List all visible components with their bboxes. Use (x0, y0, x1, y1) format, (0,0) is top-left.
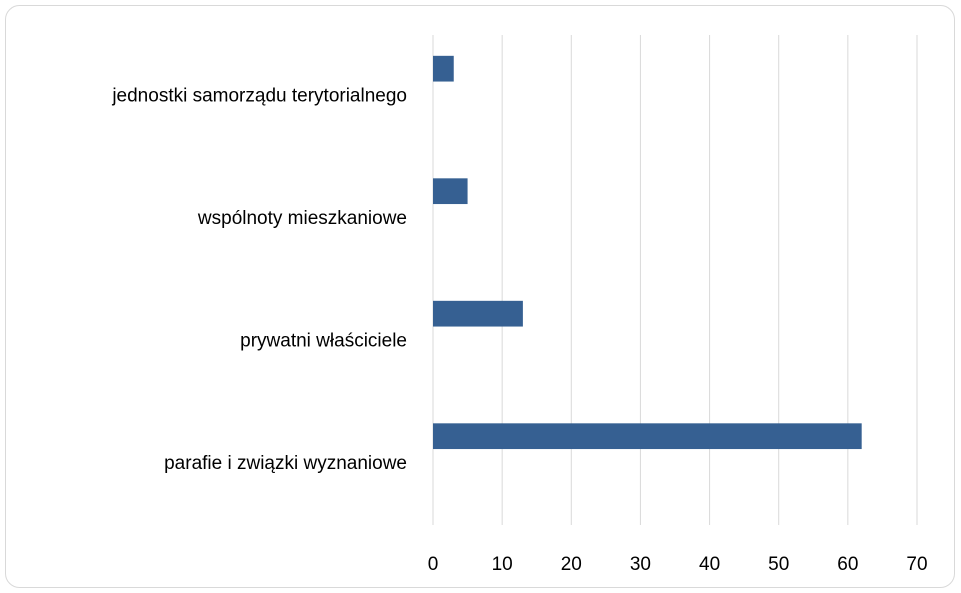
y-tick-label: wspólnoty mieszkaniowe (197, 208, 407, 229)
x-tick-label: 10 (492, 554, 513, 575)
x-tick-label: 40 (699, 554, 720, 575)
bar (433, 423, 862, 450)
y-tick-label: jednostki samorządu terytorialnego (111, 85, 407, 106)
x-tick-label: 70 (906, 554, 927, 575)
x-tick-label: 0 (428, 554, 439, 575)
bar (433, 178, 468, 205)
x-tick-label: 50 (768, 554, 789, 575)
x-tick-label: 30 (630, 554, 651, 575)
bar (433, 55, 454, 82)
y-tick-label: prywatni właściciele (240, 330, 407, 351)
x-tick-label: 60 (837, 554, 858, 575)
y-tick-label: parafie i związki wyznaniowe (164, 453, 407, 474)
bar (433, 300, 523, 327)
x-tick-label: 20 (561, 554, 582, 575)
